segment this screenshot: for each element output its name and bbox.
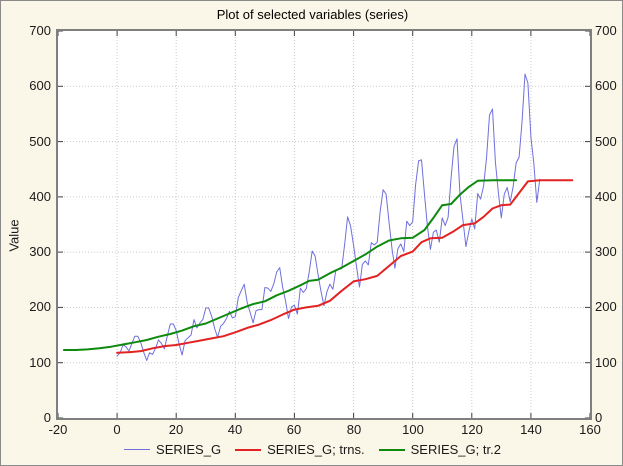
x-tick-label: 20 <box>168 422 184 437</box>
y-tick-label-left: 700 <box>29 23 51 38</box>
y-tick-label-right: 0 <box>595 410 603 425</box>
y-tick-label-left: 500 <box>29 134 51 149</box>
y-tick-label-left: 0 <box>43 410 51 425</box>
x-tick-label: 120 <box>461 422 483 437</box>
y-tick-label-left: 100 <box>29 355 51 370</box>
x-tick-label: 140 <box>520 422 542 437</box>
x-tick-label: 80 <box>346 422 362 437</box>
legend-label: SERIES_G <box>156 442 222 457</box>
legend-line-swatch <box>378 448 405 451</box>
x-tick-label: 100 <box>402 422 424 437</box>
x-tick-label: 0 <box>113 422 121 437</box>
legend-label: SERIES_G; trns. <box>267 442 365 457</box>
y-tick-label-right: 400 <box>595 189 617 204</box>
legend-line-swatch <box>235 448 262 451</box>
y-tick-label-right: 700 <box>595 23 617 38</box>
x-tick-label: -20 <box>48 422 68 437</box>
y-tick-label-right: 500 <box>595 134 617 149</box>
x-tick-label: 160 <box>579 422 601 437</box>
y-tick-label-left: 400 <box>29 189 51 204</box>
legend-line-swatch <box>124 449 151 450</box>
legend: SERIES_G SERIES_G; trns. SERIES_G; tr.2 <box>1 442 622 457</box>
y-tick-label-right: 600 <box>595 78 617 93</box>
x-tick-label: 60 <box>286 422 302 437</box>
x-tick-label: 40 <box>227 422 243 437</box>
legend-item: SERIES_G <box>124 442 221 457</box>
y-tick-label-left: 600 <box>29 78 51 93</box>
y-tick-label-right: 100 <box>595 355 617 370</box>
legend-label: SERIES_G; tr.2 <box>410 442 501 457</box>
y-tick-label-right: 300 <box>595 244 617 259</box>
legend-item: SERIES_G; trns. <box>235 442 365 457</box>
y-tick-label-right: 200 <box>595 299 617 314</box>
y-tick-label-left: 200 <box>29 299 51 314</box>
y-tick-label-left: 300 <box>29 244 51 259</box>
legend-item: SERIES_G; tr.2 <box>378 442 501 457</box>
plot-area <box>56 29 592 420</box>
chart-title: Plot of selected variables (series) <box>216 7 409 22</box>
